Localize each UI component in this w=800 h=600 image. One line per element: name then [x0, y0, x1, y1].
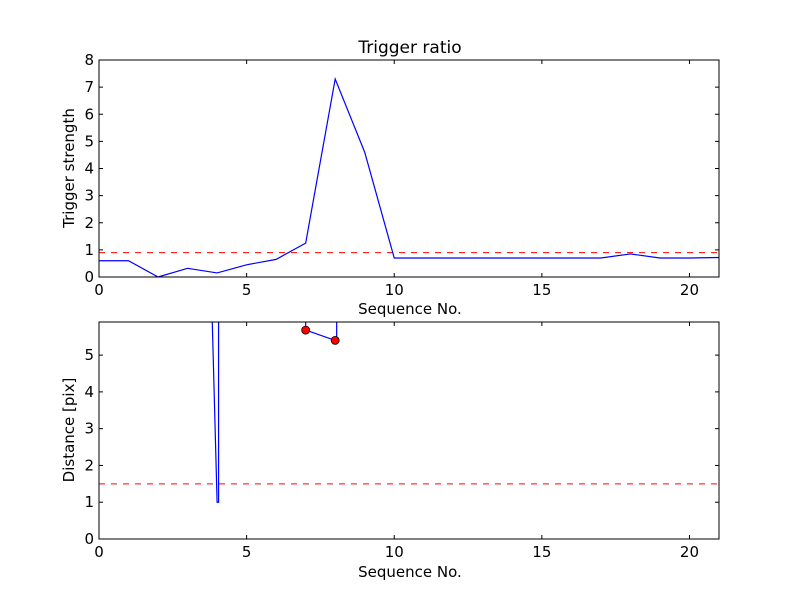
series-line — [99, 76, 719, 277]
y-tick-label: 1 — [84, 493, 94, 511]
x-tick-label: 0 — [94, 543, 104, 561]
bottom-chart: Sequence No. Distance [pix] 0 5 10 15 20 0 1 2 3… — [60, 321, 720, 581]
y-tick-label: 5 — [84, 132, 94, 150]
series-line — [305, 322, 338, 341]
plot-area — [99, 76, 719, 277]
y-tick-label: 5 — [84, 346, 94, 364]
top-chart: Trigger ratio Sequence No. Trigger stren… — [60, 38, 720, 318]
y-tick-label: 0 — [84, 530, 94, 548]
series-line — [211, 322, 220, 503]
x-axis-label: Sequence No. — [358, 300, 462, 318]
plot-area — [99, 322, 719, 503]
x-tick-label: 15 — [532, 543, 551, 561]
data-point-marker — [330, 335, 340, 345]
y-axis-label: Distance [pix] — [60, 378, 78, 483]
x-tick-label: 20 — [680, 543, 699, 561]
y-tick-label: 1 — [84, 241, 94, 259]
y-tick-label: 4 — [84, 383, 94, 401]
x-tick-label: 15 — [532, 281, 551, 299]
y-tick-label: 3 — [84, 420, 94, 438]
y-tick-label: 8 — [84, 51, 94, 69]
x-axis-label: Sequence No. — [358, 563, 462, 581]
y-tick-label: 6 — [84, 105, 94, 123]
x-tick-label: 10 — [385, 281, 404, 299]
x-tick-label: 20 — [680, 281, 699, 299]
y-tick-label: 2 — [84, 214, 94, 232]
y-tick-label: 7 — [84, 78, 94, 96]
y-tick-label: 3 — [84, 187, 94, 205]
y-tick-label: 0 — [84, 268, 94, 286]
x-tick-label: 5 — [242, 543, 252, 561]
y-tick-label: 2 — [84, 456, 94, 474]
x-tick-label: 10 — [385, 543, 404, 561]
x-tick-label: 5 — [242, 281, 252, 299]
chart-title: Trigger ratio — [357, 38, 461, 58]
axes-frame — [98, 321, 720, 540]
y-tick-label: 4 — [84, 160, 94, 178]
data-point-marker — [301, 325, 311, 335]
y-axis-label: Trigger strength — [60, 108, 78, 229]
x-tick-label: 0 — [94, 281, 104, 299]
